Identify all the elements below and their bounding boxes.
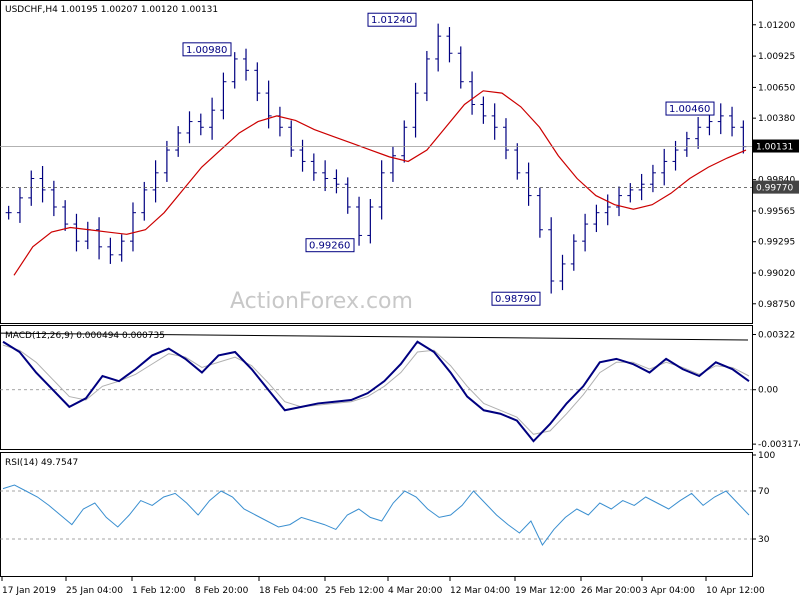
macd-ytick-label: 0.00322 [758, 331, 795, 341]
x-tick-label: 3 Apr 04:00 [642, 586, 695, 596]
price-annotation-box [665, 101, 715, 116]
x-tick-label: 25 Feb 12:00 [325, 586, 384, 596]
rsi-panel-frame [0, 452, 753, 577]
price-ytick-label: 1.00925 [758, 52, 795, 62]
price-annotation-label: 1.01240 [371, 15, 412, 26]
macd-panel-title: MACD(12,26,9) 0.000494 0.000735 [5, 331, 165, 341]
price-annotation-box [367, 12, 417, 27]
macd-trend-line [0, 332, 749, 341]
price-ytick-label: 0.99295 [758, 238, 795, 248]
price-ytick-label: 1.00380 [758, 114, 795, 124]
x-tick-label: 26 Mar 20:00 [581, 586, 641, 596]
x-tick-label: 12 Mar 04:00 [450, 586, 510, 596]
price-ytick-label: 0.99565 [758, 207, 795, 217]
price-annotation-box [305, 238, 355, 253]
x-tick-label: 10 Apr 12:00 [706, 586, 765, 596]
macd-line [2, 340, 750, 443]
rsi-line [2, 484, 750, 546]
price-annotation-box [182, 42, 232, 57]
macd-layer [0, 332, 752, 443]
x-tick-label: 17 Jan 2019 [2, 586, 56, 596]
x-tick-label: 18 Feb 04:00 [259, 586, 318, 596]
price-annotation-label: 0.98790 [495, 294, 536, 305]
rsi-panel-title: RSI(14) 49.7547 [5, 458, 78, 468]
price-ytick-label: 1.01200 [758, 21, 795, 31]
macd-panel-frame [0, 325, 753, 450]
x-tick-label: 19 Mar 12:00 [515, 586, 575, 596]
rsi-ytick-label: 30 [758, 535, 770, 545]
price-ytick-label: 0.98750 [758, 300, 795, 310]
price-ytick-label: 1.00650 [758, 83, 795, 93]
axis-layer: 1.012001.009251.006501.003800.998400.995… [1, 21, 800, 596]
price-panel-title: USDCHF,H4 1.00195 1.00207 1.00120 1.0013… [5, 5, 218, 15]
watermark: ActionForex.com [230, 289, 413, 314]
x-tick-label: 8 Feb 20:00 [195, 586, 249, 596]
current-price-box [753, 139, 799, 153]
macd-ytick-label: 0.00 [758, 386, 778, 396]
price-annotation-label: 1.00460 [669, 104, 710, 115]
rsi-ytick-label: 70 [758, 487, 770, 497]
x-tick-label: 1 Feb 12:00 [132, 586, 186, 596]
price-layer: 1.00980 1.01240 0.99260 0.98790 1.00460 [0, 12, 752, 306]
x-tick-label: 4 Mar 20:00 [388, 586, 443, 596]
x-tick-label: 25 Jan 04:00 [66, 586, 123, 596]
support-price-box [753, 180, 799, 194]
price-panel-frame [0, 0, 753, 324]
price-annotation-box [491, 291, 541, 306]
support-price-label: 0.99770 [756, 184, 793, 194]
rsi-layer [0, 484, 752, 546]
price-annotation-label: 0.99260 [309, 241, 350, 252]
price-annotation-label: 1.00980 [186, 45, 227, 56]
price-ytick-label: 0.99020 [758, 269, 795, 279]
macd-ytick-label: -0.003174 [758, 440, 800, 450]
moving-average-line [13, 90, 747, 276]
current-price-label: 1.00131 [756, 143, 793, 153]
rsi-ytick-label: 100 [758, 451, 775, 461]
